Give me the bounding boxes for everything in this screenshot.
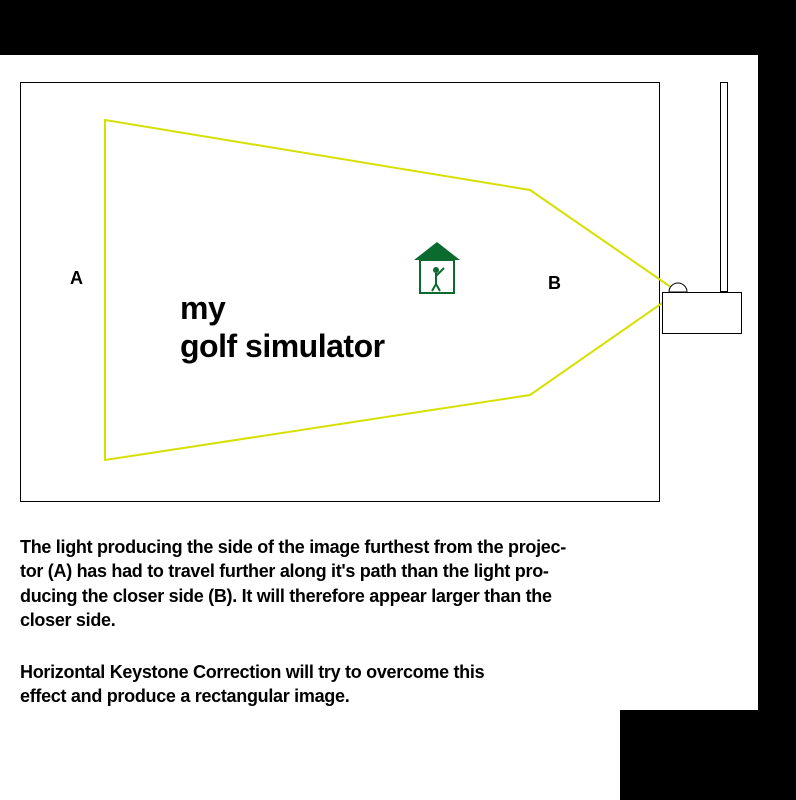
label-b: B <box>548 273 561 294</box>
projector-pole <box>720 82 728 292</box>
paragraph-1: The light producing the side of the imag… <box>20 535 740 632</box>
golf-house-icon <box>412 240 462 295</box>
paragraph-2: Horizontal Keystone Correction will try … <box>20 660 620 709</box>
title-line-1: my <box>180 290 225 327</box>
label-a: A <box>70 268 83 289</box>
projection-screen <box>20 82 660 502</box>
white-panel-lower <box>0 710 620 800</box>
projector-body <box>662 292 742 334</box>
title-line-2: golf simulator <box>180 328 385 365</box>
